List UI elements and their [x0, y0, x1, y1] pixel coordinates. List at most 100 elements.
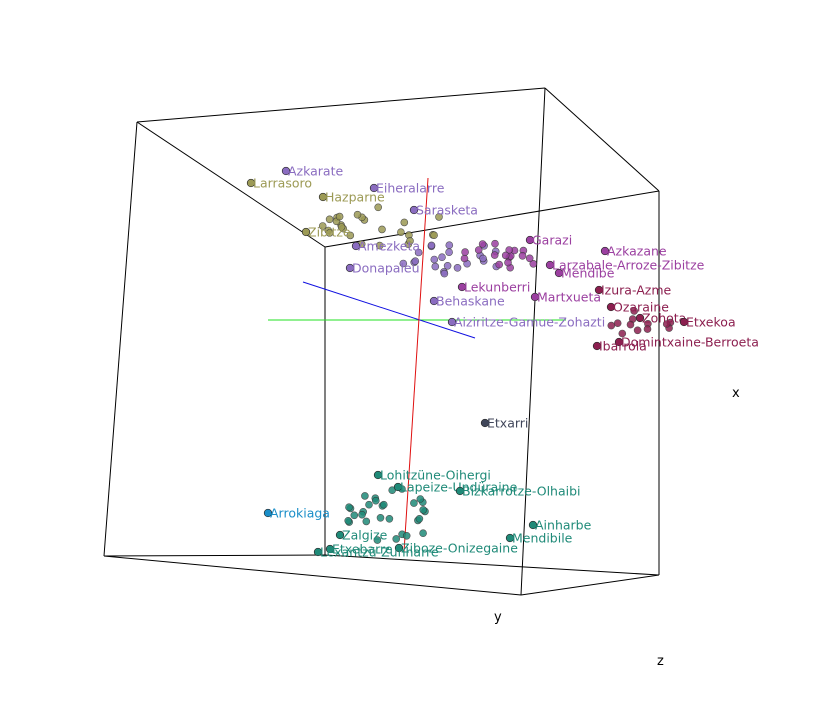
cluster-point: [438, 253, 446, 262]
data-point: Aiziritze-Gamue-Zohazti: [447, 315, 605, 330]
cluster-point: [325, 215, 334, 224]
point-marker: [457, 282, 467, 292]
cluster-point: [402, 531, 411, 540]
point-marker: [246, 178, 256, 188]
box-edge: [136, 87, 546, 123]
point-marker: [480, 418, 490, 428]
cluster-point: [633, 326, 642, 335]
point-label: Eiheralarre: [376, 181, 445, 196]
cluster-point: [430, 231, 438, 239]
point-label: Etxekoa: [686, 315, 736, 330]
point-marker: [530, 292, 540, 302]
cluster-point: [445, 248, 453, 256]
cluster-point: [318, 222, 327, 230]
point-label: Garazi: [532, 233, 572, 248]
cluster-point: [613, 319, 622, 328]
cluster-point: [376, 513, 385, 522]
cluster-point: [626, 320, 635, 329]
point-label: Etxebarre: [332, 542, 393, 557]
data-point: Lapeize-Undüraine: [393, 480, 518, 495]
data-point: Lohitzüne-Oihergi: [373, 468, 491, 483]
cluster-point: [414, 248, 423, 257]
cluster-point: [400, 218, 409, 227]
data-point: Ozaraine: [606, 300, 669, 315]
cluster-point: [375, 241, 384, 250]
data-point: Azkazane: [600, 244, 667, 259]
point-label: Etxarri: [487, 416, 528, 431]
cluster-point: [335, 212, 344, 221]
point-label: Hazparne: [325, 190, 385, 205]
point-marker: [335, 530, 345, 540]
point-label: Zohota: [642, 311, 686, 326]
point-marker: [429, 296, 439, 306]
data-point: Arrokiaga: [263, 506, 330, 521]
point-marker: [394, 543, 404, 553]
data-point: Mendibile: [505, 531, 573, 546]
point-marker: [345, 263, 355, 273]
reference-axes: [268, 177, 566, 553]
data-point: Martxueta: [530, 290, 601, 305]
cluster-point: [406, 237, 414, 245]
bounding-box: [103, 87, 660, 596]
point-marker: [373, 470, 383, 480]
point-label: Mendibile: [512, 531, 573, 546]
point-marker: [409, 205, 419, 215]
cluster-point: [350, 511, 359, 520]
point-marker: [679, 317, 689, 327]
cluster-point: [662, 320, 671, 328]
data-point: Etxarri: [480, 416, 528, 431]
cluster-point: [495, 260, 504, 269]
data-point: Etxebarre: [325, 542, 393, 557]
cluster-point: [373, 536, 382, 544]
cluster-point: [397, 228, 405, 236]
cluster-point: [643, 325, 652, 333]
data-point: Hazparne: [318, 190, 385, 205]
z-axis-label: z: [657, 654, 664, 669]
box-edge: [544, 87, 660, 192]
y-axis-label: y: [494, 610, 502, 625]
cluster-point: [504, 258, 512, 267]
cluster-point: [410, 499, 418, 507]
point-label: Aiziritze-Gamue-Zohazti: [454, 315, 605, 330]
cluster-point: [505, 246, 514, 254]
z-reference-axis: [302, 281, 476, 339]
cluster-point: [618, 329, 627, 338]
cluster-point: [453, 263, 462, 272]
data-point: Bizkarrotze-Olhaibi: [455, 484, 581, 499]
cluster-point: [435, 213, 443, 221]
point-marker: [594, 285, 604, 295]
point-marker: [505, 533, 515, 543]
point-marker: [351, 241, 361, 251]
box-edge: [520, 87, 546, 596]
point-label: Larrasoro: [253, 176, 312, 191]
cluster-point: [416, 495, 425, 503]
cluster-point: [353, 210, 362, 219]
data-point: Zalgize: [335, 528, 388, 543]
cluster-point: [427, 241, 436, 250]
data-point: Ibarrola: [592, 339, 647, 354]
cluster-point: [479, 254, 487, 263]
cluster-point: [430, 255, 439, 264]
point-label: Ainharbe: [535, 518, 592, 533]
cluster-point: [630, 307, 639, 315]
box-edge: [520, 574, 660, 596]
point-label: Behaskane: [436, 294, 505, 309]
cluster-point: [411, 257, 420, 266]
cluster-point: [325, 229, 334, 237]
point-label: Lohitzüne-Oihergi: [380, 468, 491, 483]
point-label: Azkarate: [288, 164, 343, 179]
point-marker: [635, 313, 645, 323]
point-marker: [528, 520, 538, 530]
cluster-point: [518, 252, 527, 260]
point-marker: [614, 337, 624, 347]
point-label: Ziboze-Onizegaine: [401, 541, 518, 556]
cluster-point: [440, 269, 449, 278]
cluster-point: [478, 240, 487, 248]
cluster-point: [490, 251, 499, 259]
cluster-point: [419, 529, 427, 538]
point-label: Zibitze: [308, 225, 351, 240]
cluster-point: [392, 535, 401, 543]
point-label: Mendibe: [561, 266, 615, 281]
